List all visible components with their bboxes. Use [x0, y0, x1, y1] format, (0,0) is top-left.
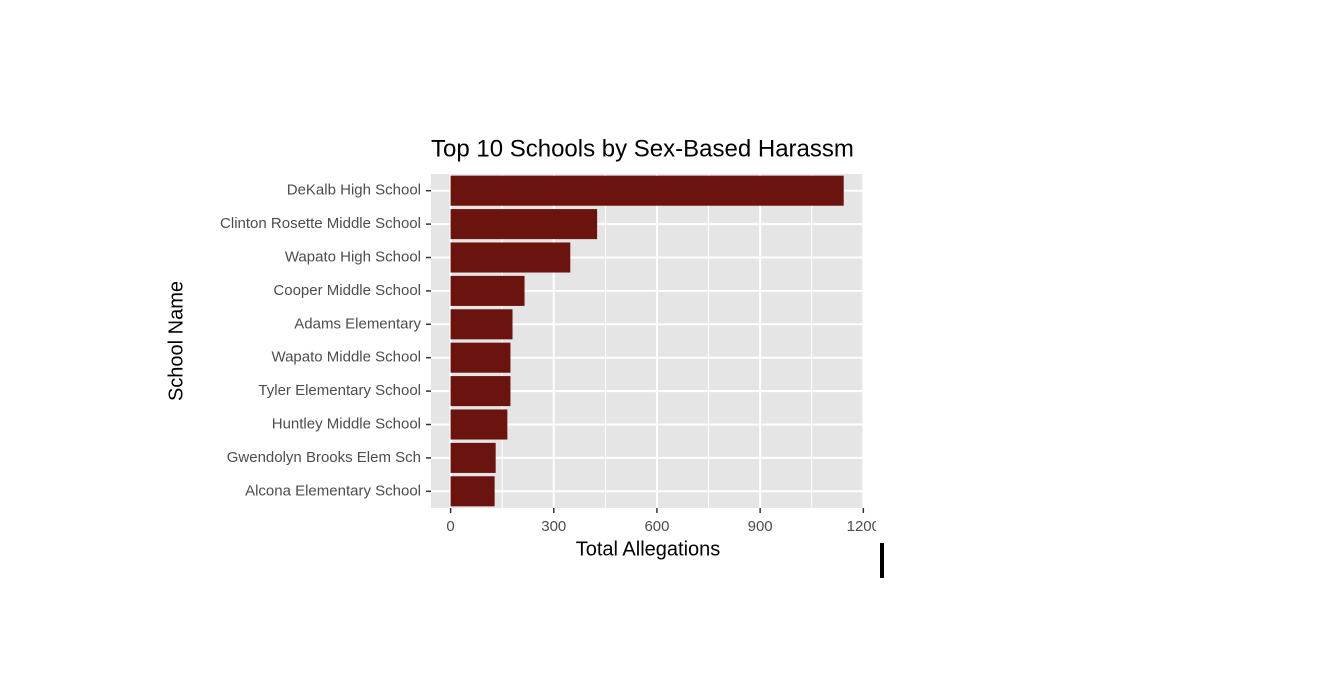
x-tick-label: 600	[644, 518, 669, 535]
bar	[450, 342, 511, 373]
y-tick-label: Alcona Elementary School	[245, 482, 421, 499]
x-tick-label: 0	[446, 518, 454, 535]
x-tick-label: 900	[748, 518, 773, 535]
chart-title: Top 10 Schools by Sex-Based Harassm	[431, 135, 854, 162]
x-axis-label: Total Allegations	[576, 538, 721, 560]
bar	[450, 309, 513, 340]
bar	[450, 476, 495, 507]
y-axis-label: School Name	[165, 281, 187, 401]
y-tick-label: Wapato Middle School	[271, 349, 421, 366]
y-tick-label: Tyler Elementary School	[258, 382, 421, 399]
bar	[450, 209, 598, 240]
y-tick-label: Gwendolyn Brooks Elem Sch	[227, 449, 421, 466]
x-tick-label: 300	[541, 518, 566, 535]
bar	[450, 242, 571, 273]
x-tick-label: 1200	[847, 518, 880, 535]
y-tick-label: Clinton Rosette Middle School	[220, 215, 421, 232]
y-tick-label: DeKalb High School	[287, 182, 421, 199]
plot: Top 10 Schools by Sex-Based Harassm 0 300…	[220, 135, 880, 535]
bar	[450, 275, 525, 306]
y-tick-label: Adams Elementary	[294, 315, 421, 332]
y-tick-label: Wapato High School	[285, 248, 421, 265]
bar	[450, 409, 508, 440]
cursor	[880, 543, 884, 578]
y-tick-label: Huntley Middle School	[272, 415, 421, 432]
y-tick-label: Cooper Middle School	[273, 282, 421, 299]
bar	[450, 376, 511, 407]
bar	[450, 442, 496, 473]
bar	[450, 175, 844, 206]
